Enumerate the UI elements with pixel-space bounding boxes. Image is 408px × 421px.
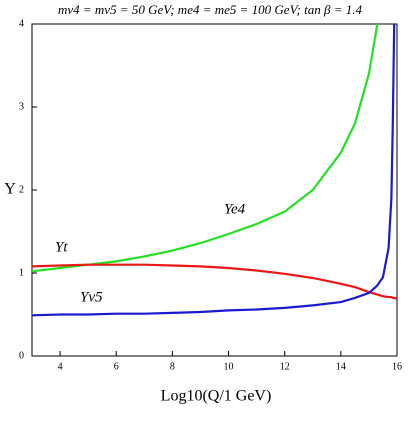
plot-frame [31,23,398,357]
y-axis-label: Y [4,181,16,198]
x-axis-label: Log10(Q/1 GeV) [161,388,272,405]
x-tick-label: 14 [336,361,346,372]
x-tick-label: 10 [224,361,234,372]
series-label: Ye4 [224,201,246,217]
series-label: Yν5 [80,289,103,305]
line [31,263,398,300]
y-tick-label: 2 [19,184,24,195]
x-tick-label: 12 [280,361,290,372]
x-tick-label: 16 [392,361,402,372]
y-tick-label: 3 [19,101,24,112]
y-tick-label: 0 [19,350,24,361]
x-tick-label: 6 [114,361,119,372]
line [31,23,396,317]
y-tick-label: 4 [19,18,24,29]
chart-title: mν4 = mν5 = 50 GeV; me4 = me5 = 100 GeV;… [58,2,363,17]
series-label: Yt [55,239,68,255]
x-tick-label: 4 [58,361,63,372]
y-tick-label: 1 [19,267,24,278]
x-tick-label: 8 [170,361,175,372]
line [31,23,379,273]
